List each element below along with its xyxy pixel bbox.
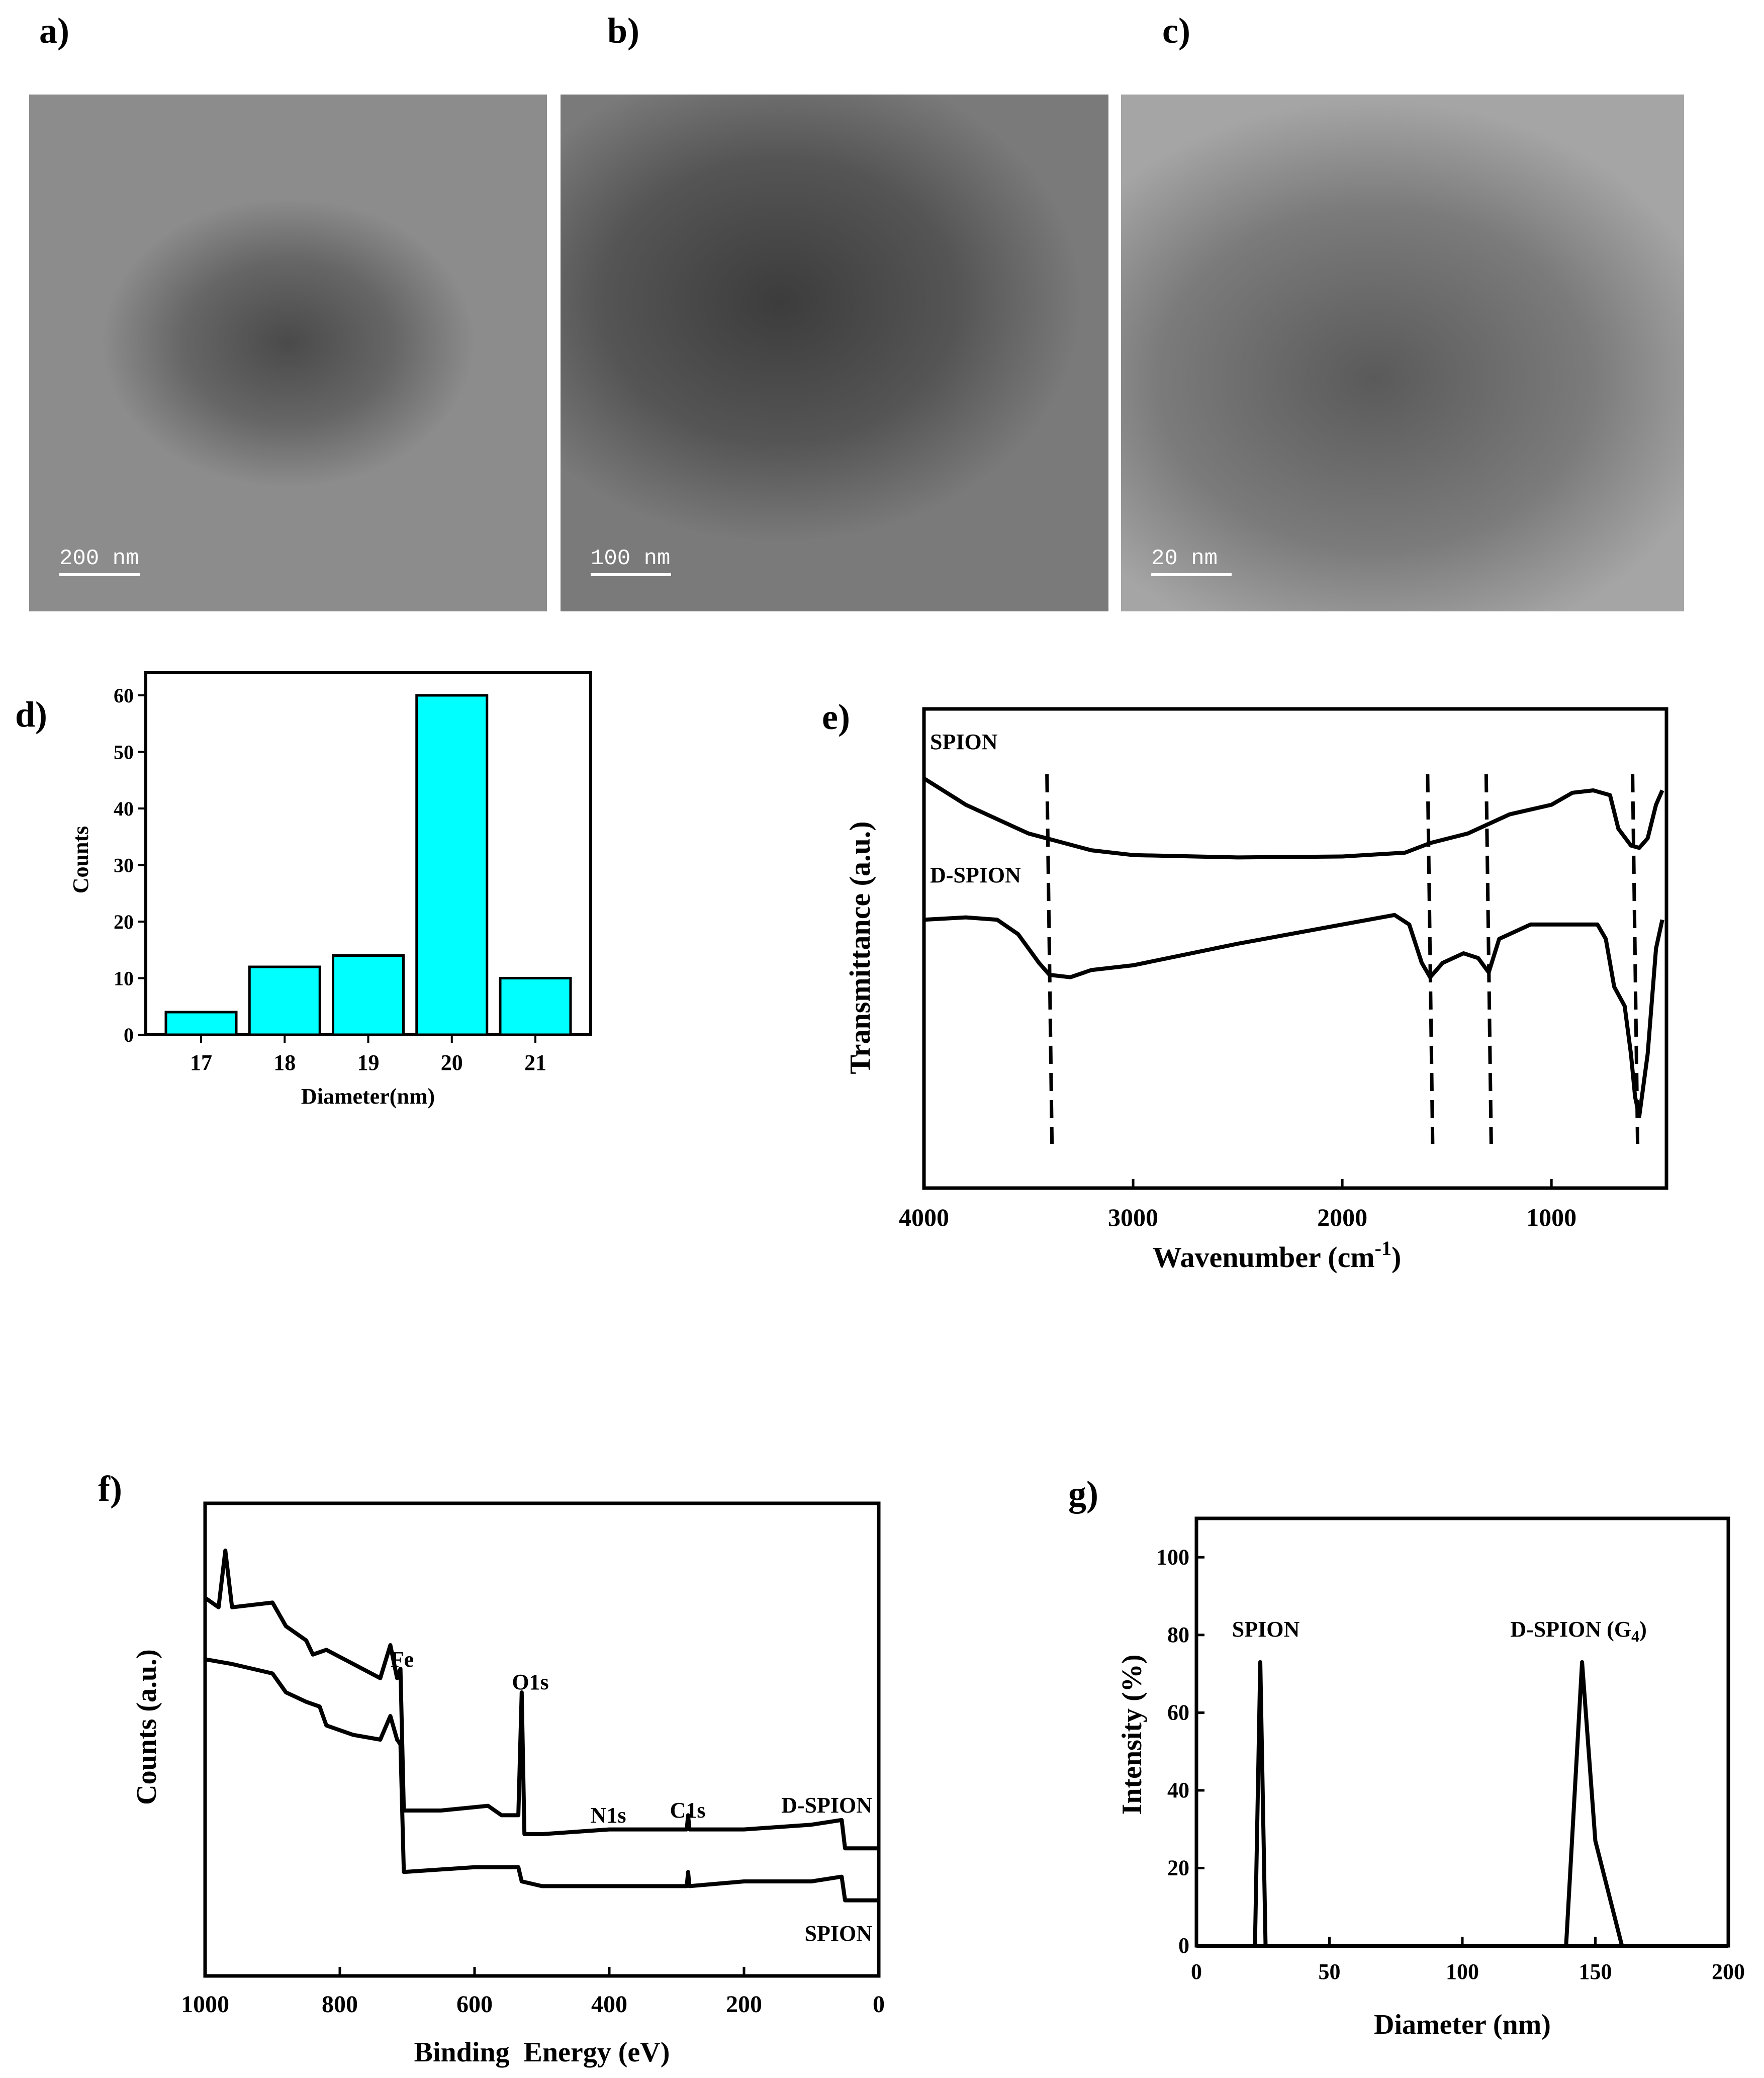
y-tick-label: 0 [1178, 1933, 1189, 1958]
panel-label-g: g) [1068, 1474, 1098, 1514]
dashed-guide-600 [1631, 774, 1640, 1144]
chart-e: 4000 3000 2000 1000 SPION D-SPION Wavenumbe… [844, 707, 1668, 1274]
chart-d: 0 10 20 30 40 50 60 17 18 19 20 21 Diameter(nm) Co… [68, 671, 592, 1109]
y-tick-label: 0 [124, 1024, 134, 1046]
x-tick-label: 18 [273, 1050, 296, 1075]
series-line-1 [205, 1657, 879, 1903]
chart-e-annotation-dspion: D-SPION [930, 863, 1021, 887]
scale-bar-b: 100 nm [591, 546, 671, 576]
chart-f-peak-c1s: C1s [670, 1798, 706, 1823]
tem-image-b: 100 nm [561, 95, 1108, 611]
chart-e-xlabel: Wavenumber (cm-1) [1153, 1237, 1402, 1274]
bar-18 [248, 965, 321, 1036]
chart-f-peak-n1s: N1s [591, 1803, 626, 1828]
chart-g-xlabel: Diameter (nm) [1374, 2009, 1551, 2040]
series-line-0 [922, 776, 1664, 860]
y-tick-label: 20 [114, 911, 134, 933]
x-tick-label: 400 [591, 1991, 627, 2018]
chart-f-xlabel: Binding Energy (eV) [414, 2037, 670, 2068]
x-tick-label: 1000 [181, 1991, 229, 2018]
bar-20 [415, 694, 489, 1036]
panel-label-c: c) [1162, 11, 1190, 51]
chart-f: 1000 800 600 400 200 0 Fe O1s N1s C1s D-SPION… [131, 1501, 885, 2068]
x-tick-label: 3000 [1108, 1203, 1158, 1231]
series-line-1 [1196, 1660, 1728, 1948]
y-tick-label: 30 [114, 854, 134, 877]
x-tick-label: 4000 [899, 1203, 949, 1231]
y-tick-label: 60 [1167, 1700, 1189, 1725]
x-tick-label: 200 [1712, 1959, 1745, 1984]
x-tick-label: 0 [873, 1991, 885, 2018]
chart-g: 0 20 40 60 80 100 0 50 100 150 200 SPION D-SPION … [1117, 1516, 1745, 2040]
scale-bar-a: 200 nm [59, 546, 140, 576]
series-line-0 [204, 1549, 879, 1851]
x-tick-label: 1000 [1526, 1203, 1576, 1231]
tem-image-c: 20 nm [1121, 95, 1684, 611]
tem-image-a: 200 nm [29, 95, 547, 611]
panel-label-a: a) [39, 11, 69, 51]
dashed-guide-1580 [1426, 774, 1435, 1144]
chart-f-peak-fe: Fe [391, 1647, 414, 1672]
y-tick-label: 60 [114, 684, 134, 707]
chart-f-ylabel: Counts (a.u.) [131, 1649, 162, 1805]
bar-21 [499, 977, 572, 1036]
bar-17 [164, 1011, 238, 1036]
series-line-0 [1196, 1660, 1728, 1948]
chart-f-annotation-dspion: D-SPION [781, 1793, 872, 1818]
panel-label-e: e) [822, 697, 850, 737]
panel-label-b: b) [607, 11, 640, 51]
x-tick-label: 0 [1191, 1959, 1202, 1984]
bar-19 [332, 954, 405, 1036]
x-tick-label: 800 [322, 1991, 358, 2018]
y-tick-label: 50 [114, 741, 134, 764]
chart-e-frame [922, 707, 1668, 1190]
x-tick-label: 17 [190, 1050, 212, 1075]
panel-label-d: d) [15, 694, 48, 735]
chart-e-annotation-spion: SPION [930, 730, 998, 754]
dashed-guide-1300 [1484, 774, 1493, 1144]
chart-g-annotation-dspion: D-SPION (G4) [1510, 1617, 1646, 1645]
chart-f-peak-o1s: O1s [512, 1670, 548, 1694]
chart-g-annotation-spion: SPION [1232, 1617, 1300, 1642]
series-line-1 [923, 913, 1664, 1119]
x-tick-label: 600 [456, 1991, 493, 2018]
scale-bar-c: 20 nm [1151, 546, 1232, 576]
x-tick-label: 20 [441, 1050, 463, 1075]
chart-g-ylabel: Intensity (%) [1117, 1655, 1148, 1815]
panel-label-f: f) [98, 1469, 122, 1509]
y-tick-label: 100 [1156, 1545, 1189, 1569]
x-tick-label: 2000 [1317, 1203, 1367, 1231]
chart-g-frame [1194, 1516, 1730, 1948]
x-tick-label: 200 [726, 1991, 762, 2018]
y-tick-label: 40 [114, 797, 134, 820]
y-tick-label: 20 [1167, 1855, 1189, 1880]
y-tick-label: 80 [1167, 1622, 1189, 1647]
x-tick-label: 21 [524, 1050, 546, 1075]
x-tick-label: 19 [357, 1050, 380, 1075]
chart-d-ylabel: Counts [68, 826, 93, 894]
x-tick-label: 100 [1446, 1959, 1479, 1984]
dashed-guide-3400 [1045, 774, 1054, 1144]
x-tick-label: 50 [1319, 1959, 1341, 1984]
chart-e-ylabel: Transmittance (a.u.) [844, 821, 876, 1074]
y-tick-label: 10 [114, 967, 134, 990]
chart-f-annotation-spion: SPION [805, 1921, 873, 1946]
y-tick-label: 40 [1167, 1778, 1189, 1802]
x-tick-label: 150 [1579, 1959, 1612, 1984]
chart-d-xlabel: Diameter(nm) [301, 1084, 435, 1109]
chart-f-frame [203, 1501, 881, 1978]
